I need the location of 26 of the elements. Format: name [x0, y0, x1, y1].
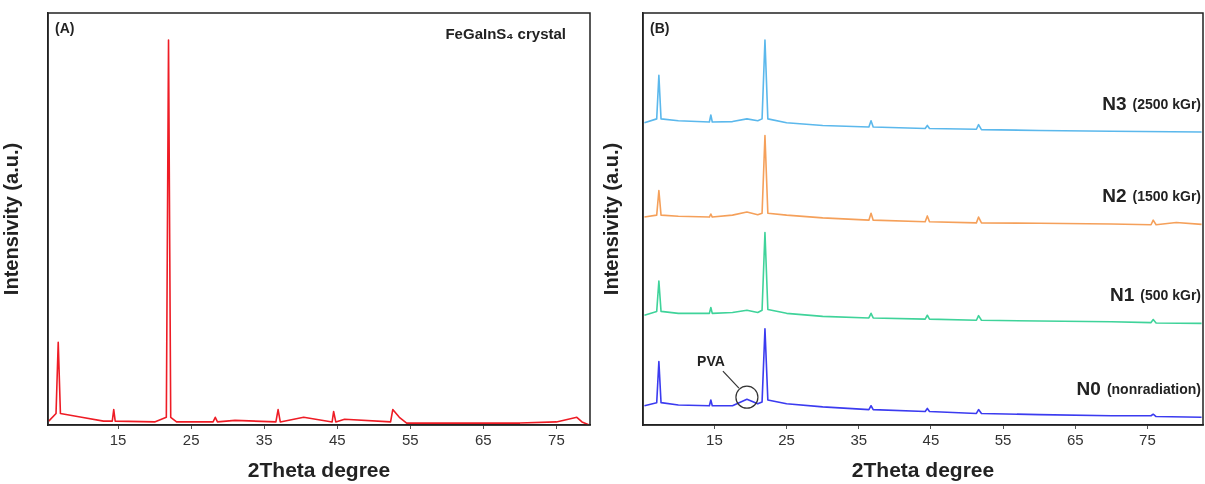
x-axis-title: 2Theta degree — [247, 458, 391, 482]
y-axis-title: Intensivity (a.u.) — [599, 142, 622, 296]
x-tick-label: 55 — [401, 431, 419, 449]
x-tick-label: 15 — [706, 431, 723, 449]
x-tick-label: 15 — [109, 431, 127, 449]
x-tick-label: 75 — [1139, 431, 1156, 449]
annotation: PVA — [697, 353, 725, 370]
x-tick-label: 25 — [182, 431, 200, 449]
annotation: FeGaInS₄ crystal — [445, 25, 566, 42]
x-tick-label: 45 — [922, 431, 940, 449]
x-tick-label: 65 — [475, 431, 492, 449]
text: (A) — [55, 20, 75, 36]
x-axis-title: 2Theta degree — [851, 458, 995, 482]
x-tick-label: 45 — [328, 431, 346, 449]
x-tick-label: 35 — [255, 431, 273, 449]
x-tick-label: 25 — [778, 431, 795, 449]
x-tick-label: 75 — [548, 431, 565, 449]
x-tick-label: 65 — [1066, 431, 1084, 449]
series-label: N3 (2500 kGr) — [1102, 92, 1201, 114]
series-label: N2 (1500 kGr) — [1102, 185, 1201, 207]
x-tick-label: 55 — [994, 431, 1012, 449]
y-axis-title: Intensivity (a.u.) — [0, 142, 22, 296]
text: (B) — [650, 20, 670, 36]
series-label: N0 (nonradiation) — [1076, 378, 1202, 400]
x-tick-label: 35 — [850, 431, 868, 449]
series-label: N1 (500 kGr) — [1110, 284, 1202, 306]
